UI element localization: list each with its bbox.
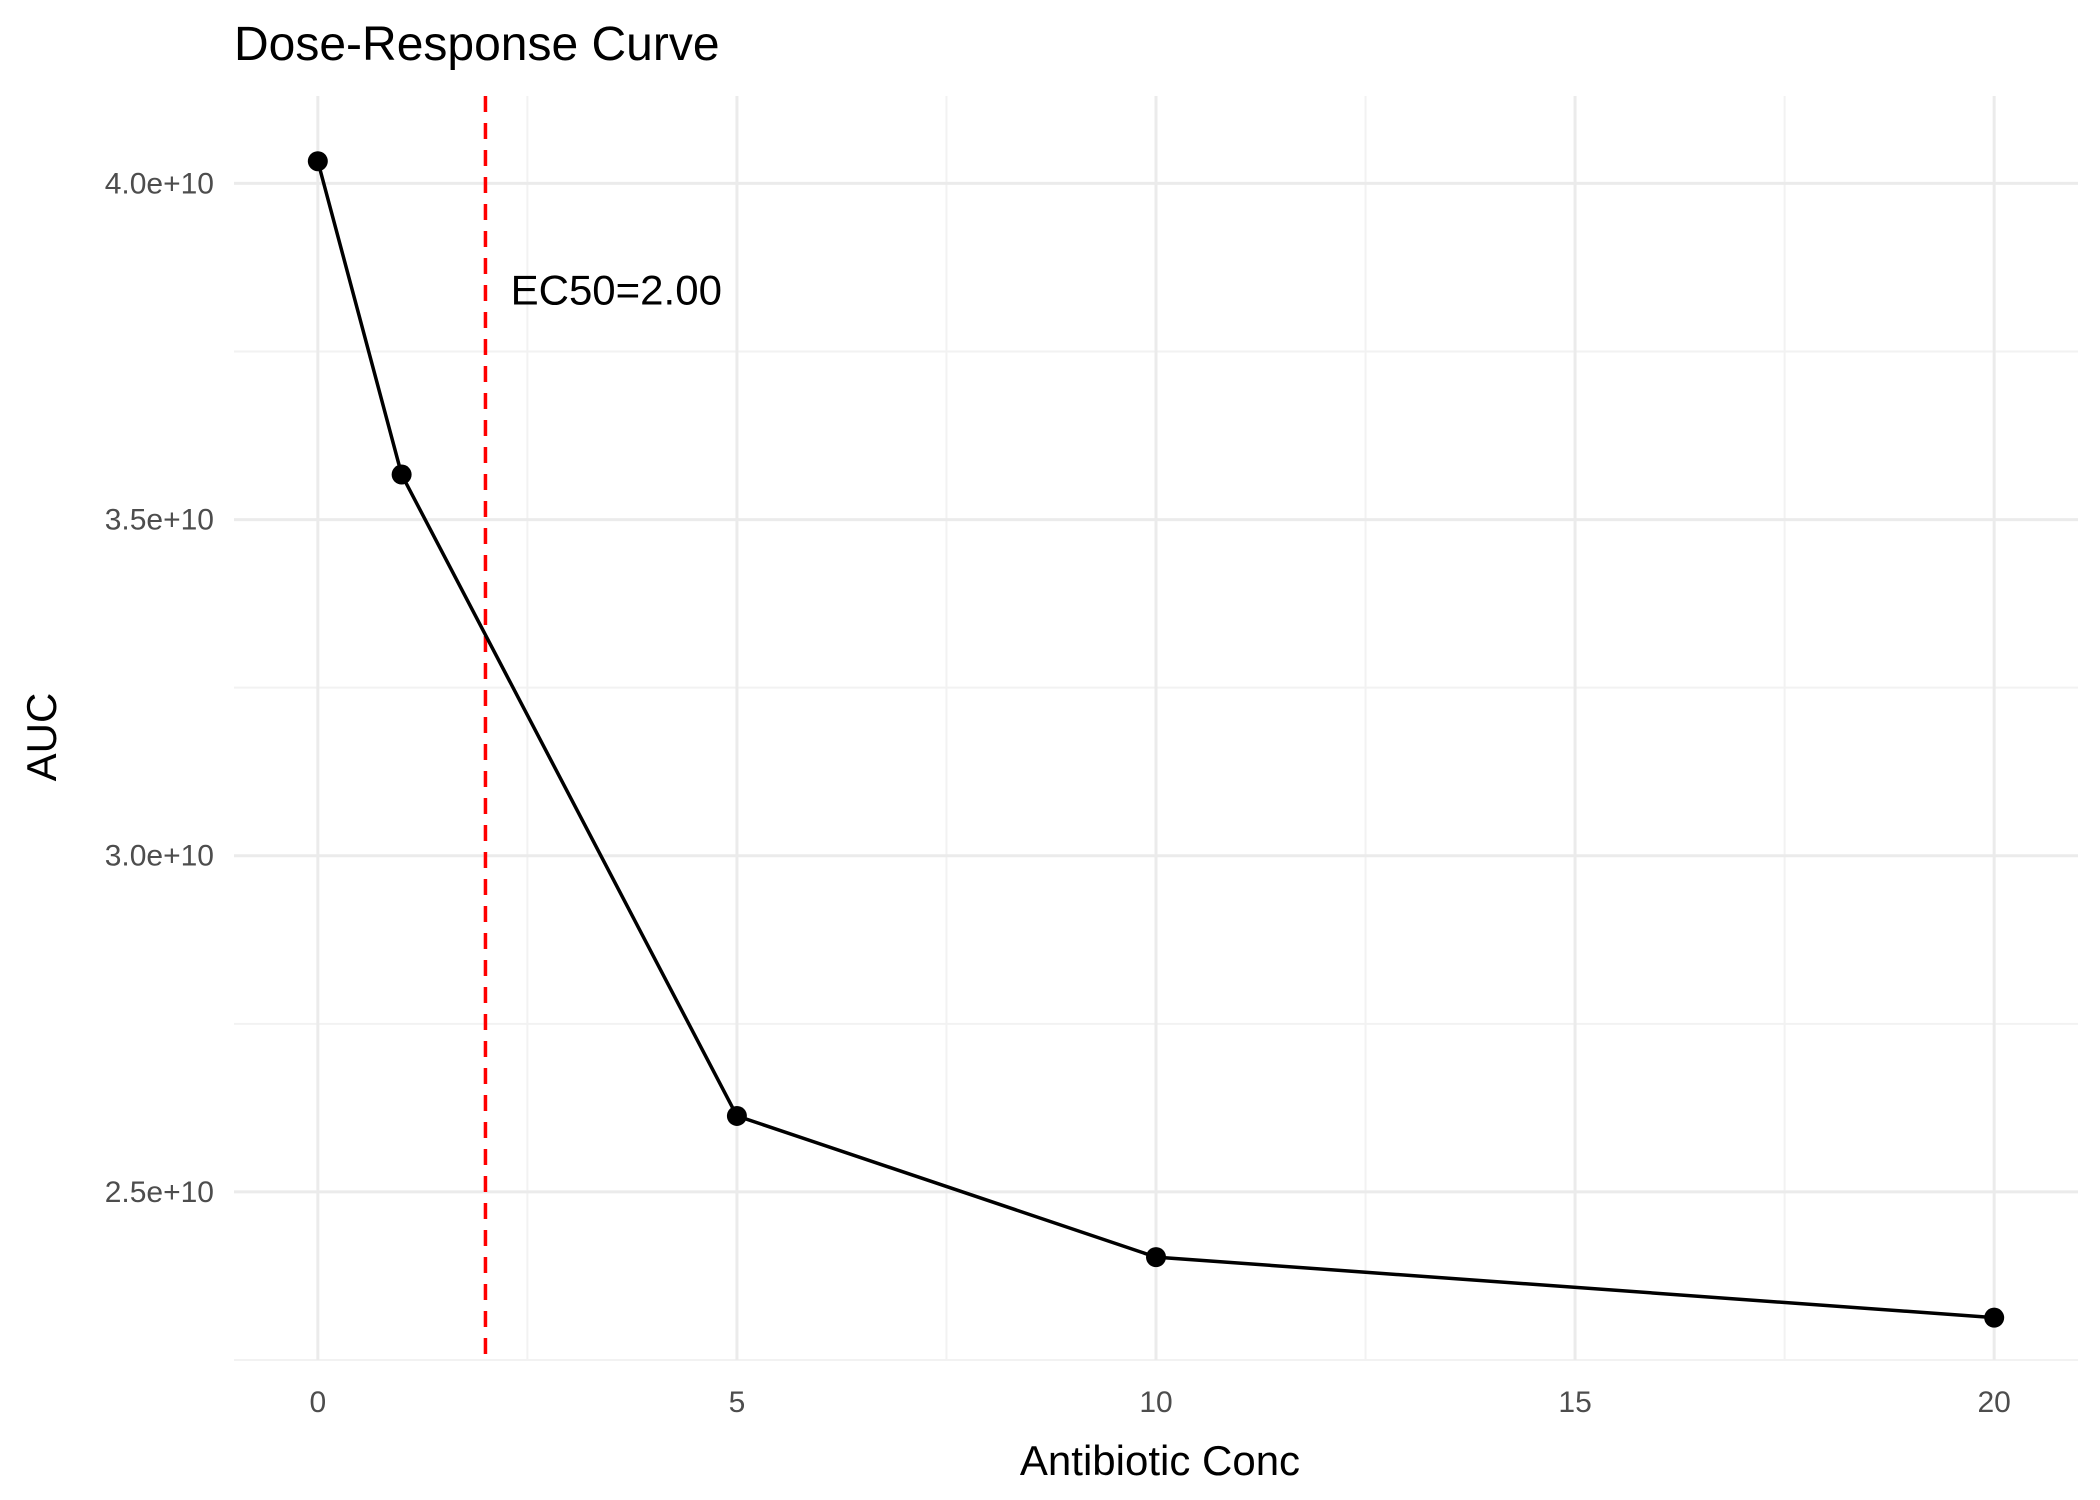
ec50-annotation: EC50=2.00 <box>511 266 722 313</box>
x-tick-label: 10 <box>1139 1386 1172 1419</box>
grid-layer <box>234 96 2078 1361</box>
data-point <box>726 1105 747 1126</box>
y-axis-title: AUC <box>18 693 65 782</box>
y-tick-label: 3.5e+10 <box>105 504 214 537</box>
y-tick-label: 3.0e+10 <box>105 840 214 873</box>
data-point <box>1984 1307 2005 1328</box>
tick-label-layer: 0 5 10 15 20 2.5e+10 3.0e+10 3.5e+10 4.0e+10 <box>105 167 2011 1419</box>
chart-title: Dose-Response Curve <box>234 18 720 71</box>
data-point <box>1146 1247 1166 1268</box>
annotation-layer: EC50=2.00 <box>511 266 722 313</box>
x-axis-title: Antibiotic Conc <box>1020 1437 1300 1484</box>
series-layer <box>307 151 2005 1328</box>
x-tick-label: 15 <box>1558 1386 1591 1419</box>
data-point <box>391 464 412 485</box>
data-point <box>307 151 328 172</box>
y-tick-label: 4.0e+10 <box>105 167 214 200</box>
y-tick-label: 2.5e+10 <box>105 1176 214 1209</box>
x-tick-label: 20 <box>1977 1386 2010 1419</box>
x-tick-label: 5 <box>729 1386 746 1419</box>
x-tick-label: 0 <box>309 1386 326 1419</box>
